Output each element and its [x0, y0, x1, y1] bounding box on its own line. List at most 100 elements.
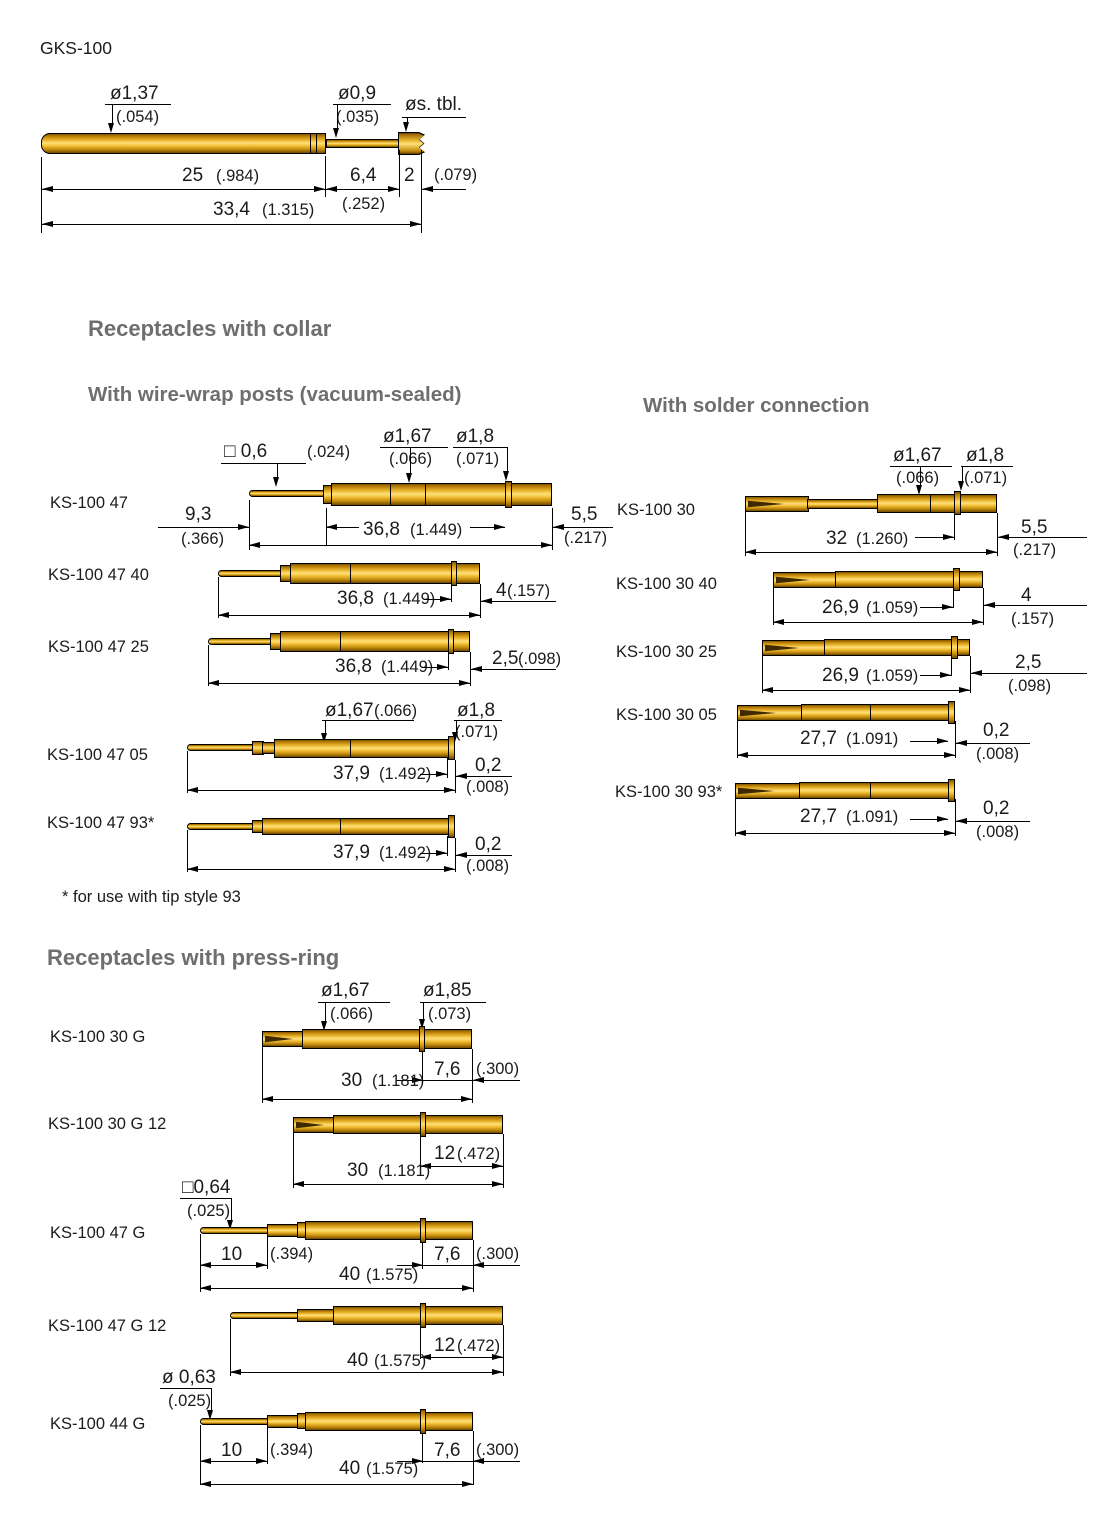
probe-barrel: [302, 1029, 420, 1049]
leader-line: [318, 1002, 390, 1003]
dim-post-length-inch: (.366): [181, 530, 225, 548]
gks-barrel-ring: [310, 134, 312, 153]
leader-line: [407, 117, 409, 123]
probe-post: [187, 744, 254, 751]
probe-collar-ring: [505, 481, 512, 508]
dim-diameter-2-inch: (.071): [456, 450, 500, 468]
dim-body-length-inch: (1.181): [378, 1162, 431, 1180]
probe-step: [267, 1224, 299, 1237]
probe-collar-ring: [451, 561, 457, 586]
dim-end-length: 5,5: [1021, 517, 1048, 538]
dim-body-length-inch: (1.059): [866, 667, 919, 685]
dim-line: [218, 611, 480, 618]
probe-end-collar: [948, 701, 955, 724]
leader-line: [507, 447, 509, 471]
probe-barrel: [331, 483, 552, 506]
solder-slot-icon: [765, 644, 799, 652]
dim-body-length: 27,7: [800, 728, 837, 749]
probe-sleeve: [425, 1115, 503, 1134]
dim-end-length: 7,6: [434, 1244, 461, 1265]
probe-barrel: [305, 1412, 421, 1431]
leader-arrow: [403, 122, 409, 132]
dim-body-length-inch: (1.449): [383, 590, 436, 608]
leader-arrow: [207, 1410, 213, 1420]
row-label-ks-100-30-05: KS-100 30 05: [616, 706, 717, 724]
dim-diameter-2: ø1,8: [457, 700, 496, 721]
dim-line: [420, 770, 447, 777]
probe-barrel: [333, 1306, 422, 1325]
ext-line: [451, 586, 453, 602]
dim-line: [208, 679, 470, 686]
dim-body-length: 37,9: [333, 842, 370, 863]
dim-post-length: 9,3: [185, 504, 212, 525]
ext-line: [480, 584, 482, 618]
dim-line: [326, 185, 399, 192]
dim-line: [735, 829, 955, 836]
probe-barrel: [305, 1221, 421, 1240]
probe-barrel: [280, 631, 470, 652]
probe-barrel: [333, 1115, 422, 1134]
row-label-ks-100-30-g: KS-100 30 G: [50, 1028, 146, 1046]
gks-barrel-ring: [316, 134, 318, 153]
dim-post-diameter: ø 0,63: [162, 1367, 216, 1388]
dim-body-length: 30: [341, 1070, 363, 1091]
dim-line: [420, 1162, 503, 1169]
dim-barrel-diameter: ø1,37: [110, 83, 159, 104]
footnote: * for use with tip style 93: [62, 888, 241, 906]
dim-line: [470, 523, 505, 530]
dim-line: [762, 686, 970, 693]
dim-line: [397, 1261, 423, 1268]
dim-line: [773, 618, 983, 625]
probe-seam: [350, 740, 352, 757]
leader-line: [962, 466, 964, 482]
ext-line: [187, 830, 189, 872]
dim-line: [910, 815, 948, 822]
probe-collar-ring: [954, 491, 961, 515]
dim-line: [481, 597, 556, 604]
ext-line: [953, 591, 955, 608]
probe-barrel: [262, 818, 449, 835]
row-label-ks-100-47-g-12: KS-100 47 G 12: [48, 1317, 167, 1335]
dim-plunger-diameter: ø0,9: [338, 83, 377, 104]
solder-slot-icon: [740, 709, 776, 717]
leader-arrow: [419, 1019, 425, 1029]
dim-line: [971, 669, 1087, 676]
probe-barrel: [877, 494, 997, 513]
solder-slot-icon: [738, 787, 774, 795]
dim-end-length-inch: (.098): [1008, 677, 1052, 695]
dim-end-length-inch: (.217): [1013, 541, 1057, 559]
leader-line: [112, 104, 114, 124]
dim-diameter-2: ø1,85: [423, 980, 472, 1001]
dim-line: [956, 739, 1030, 746]
dim-line: [553, 523, 613, 530]
dim-post-length: 10: [221, 1440, 243, 1461]
dim-line: [456, 851, 512, 858]
dim-line: [984, 601, 1087, 608]
ext-line: [249, 500, 251, 550]
dim-body-length: 37,9: [333, 763, 370, 784]
dim-end-length: 7,6: [434, 1440, 461, 1461]
dim-line: [422, 663, 448, 670]
ext-line: [422, 1434, 424, 1463]
dim-end-length: 2,5: [492, 648, 519, 669]
leader-line: [322, 720, 414, 721]
dim-line: [158, 523, 249, 530]
leader-line: [337, 104, 339, 129]
dim-line: [262, 1095, 472, 1102]
dim-post-length-inch: (.394): [270, 1245, 314, 1263]
subsection-title-wire-wrap: With wire-wrap posts (vacuum-sealed): [88, 383, 462, 406]
dim-line: [397, 1457, 423, 1464]
ext-line: [737, 721, 739, 758]
gks-crown-tip: [398, 132, 425, 155]
dim-end-length: 12: [434, 1335, 456, 1356]
dim-diameter-1-inch: (.066): [896, 469, 940, 487]
ext-line: [293, 1133, 295, 1188]
leader-line: [410, 447, 412, 473]
dim-line: [423, 1080, 472, 1081]
section-title-press-ring: Receptacles with press-ring: [47, 945, 340, 970]
dim-body-length-inch: (1.059): [866, 599, 919, 617]
probe-post: [208, 638, 272, 645]
ext-line: [455, 838, 457, 872]
ext-line: [448, 654, 450, 670]
section-title-collar: Receptacles with collar: [88, 316, 332, 341]
